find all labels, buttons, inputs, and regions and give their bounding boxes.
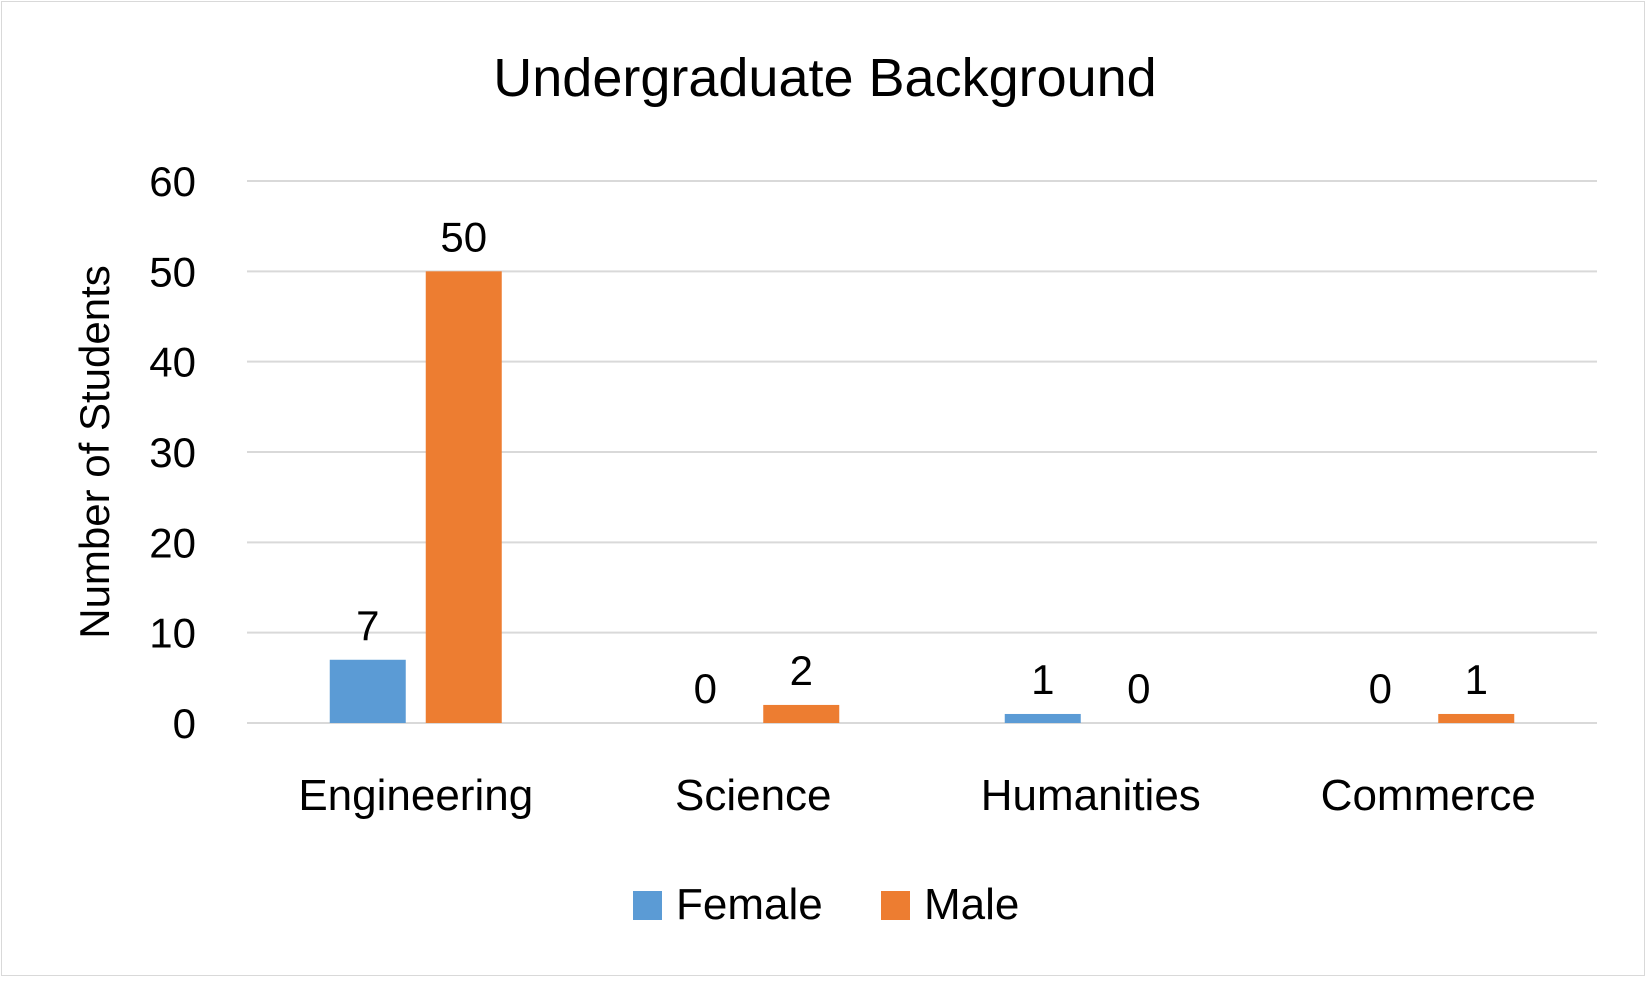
data-label: 7 <box>356 602 379 649</box>
y-tick-label: 40 <box>149 339 196 386</box>
y-tick-label: 30 <box>149 429 196 476</box>
data-label: 1 <box>1031 656 1054 703</box>
y-tick-label: 0 <box>173 700 196 747</box>
bar-female-engineering <box>329 659 406 723</box>
data-label: 0 <box>1127 665 1150 712</box>
data-label: 1 <box>1465 656 1488 703</box>
bar-male-commerce <box>1438 713 1515 723</box>
bars <box>329 271 1515 723</box>
legend-swatch-male <box>881 891 910 920</box>
x-tick-label: Science <box>675 771 832 820</box>
y-tick-label: 10 <box>149 610 196 657</box>
legend-label-male: Male <box>924 880 1019 929</box>
data-label: 50 <box>440 213 487 260</box>
y-tick-label: 60 <box>149 158 196 205</box>
bar-male-engineering <box>425 271 502 723</box>
chart-title: Undergraduate Background <box>493 48 1156 108</box>
data-label: 0 <box>1369 665 1392 712</box>
y-tick-label: 20 <box>149 519 196 566</box>
x-tick-label: Humanities <box>981 771 1201 820</box>
y-tick-label: 50 <box>149 248 196 295</box>
y-axis-label: Number of Students <box>71 265 118 639</box>
legend-swatch-female <box>633 891 662 920</box>
data-label: 2 <box>790 647 813 694</box>
y-tick-labels: 0 10 20 30 40 50 60 <box>149 158 196 747</box>
x-tick-labels: Engineering Science Humanities Commerce <box>298 771 1536 820</box>
legend: Female Male <box>633 880 1019 929</box>
x-tick-label: Engineering <box>298 771 533 820</box>
bar-female-humanities <box>1004 713 1081 723</box>
legend-label-female: Female <box>676 880 823 929</box>
bar-male-science <box>763 704 840 723</box>
bar-data-labels: 7 50 0 2 1 0 0 1 <box>356 213 1488 712</box>
data-label: 0 <box>694 665 717 712</box>
x-tick-label: Commerce <box>1321 771 1536 820</box>
